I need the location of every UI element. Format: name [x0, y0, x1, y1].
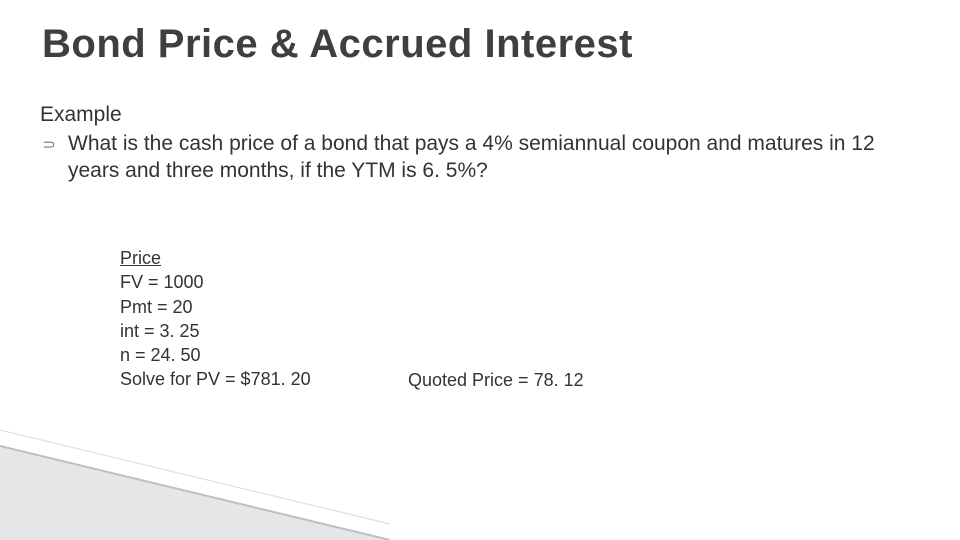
calc-heading: Price — [120, 246, 311, 270]
calc-line: Pmt = 20 — [120, 295, 311, 319]
quoted-price: Quoted Price = 78. 12 — [408, 370, 584, 391]
calc-line: int = 3. 25 — [120, 319, 311, 343]
decorative-wedge-icon — [0, 430, 390, 540]
calc-line: n = 24. 50 — [120, 343, 311, 367]
slide: Bond Price & Accrued Interest Example ⸧ … — [0, 0, 960, 540]
slide-title: Bond Price & Accrued Interest — [42, 22, 633, 67]
example-label: Example — [40, 102, 920, 129]
bullet-text: What is the cash price of a bond that pa… — [68, 131, 920, 185]
bullet-marker-icon: ⸧ — [40, 131, 68, 157]
slide-body: Example ⸧ What is the cash price of a bo… — [40, 102, 920, 185]
bullet-item: ⸧ What is the cash price of a bond that … — [40, 131, 920, 185]
calculation-block: Price FV = 1000 Pmt = 20 int = 3. 25 n =… — [120, 246, 311, 392]
calc-line: FV = 1000 — [120, 270, 311, 294]
calc-line: Solve for PV = $781. 20 — [120, 367, 311, 391]
